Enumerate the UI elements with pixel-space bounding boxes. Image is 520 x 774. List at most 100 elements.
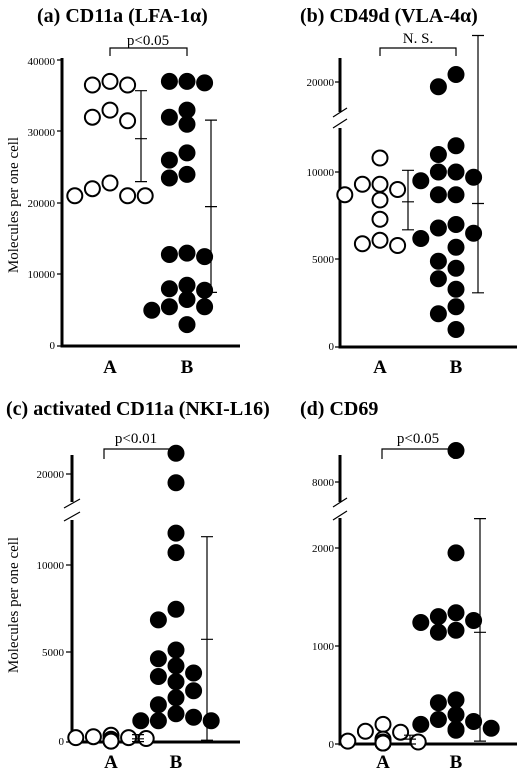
panel-b-sig-bracket — [379, 47, 457, 56]
data-point-b — [429, 146, 447, 163]
data-point-a — [409, 733, 427, 751]
panel-a-tickmarks — [57, 59, 62, 347]
panel-a-ylabel: Molecules per one cell — [6, 137, 22, 273]
panel-d-ytick: 8000 — [312, 477, 335, 489]
panel-a-significance: p<0.05 — [127, 33, 169, 49]
panel-b-axes — [338, 58, 517, 349]
panel-c-axis-break — [63, 498, 81, 522]
mean-sd-bar-a — [404, 734, 416, 745]
data-point-b — [429, 305, 447, 323]
data-point-b — [178, 316, 196, 334]
panel-b-axis-break — [332, 107, 348, 129]
data-point-b — [178, 165, 196, 183]
panel-b-title: (b) CD49d (VLA-4α) — [300, 5, 478, 27]
panel-c: (c) activated CD11a (NKI-L16) Molecules … — [6, 398, 270, 773]
mean-sd-bar-a — [135, 90, 147, 183]
data-point-b — [160, 246, 178, 263]
panel-d-ytick: 0 — [329, 739, 335, 751]
data-point-b — [160, 280, 178, 298]
data-point-a — [371, 175, 389, 193]
mean-sd-bar-a — [132, 734, 144, 743]
data-point-b — [429, 711, 447, 728]
panel-a-ytick: 10000 — [28, 269, 56, 281]
data-point-b — [185, 708, 203, 726]
panel-c-data-points — [67, 444, 220, 750]
data-point-b — [482, 719, 500, 737]
data-point-b — [429, 252, 447, 270]
data-point-b — [178, 101, 196, 119]
panel-a-sig-bracket — [109, 47, 188, 56]
panel-c-ytick: 0 — [59, 736, 65, 748]
data-point-a — [336, 186, 354, 204]
data-point-a — [101, 72, 119, 90]
data-point-a — [83, 108, 101, 126]
panel-a-category-label: B — [181, 357, 194, 378]
data-point-b — [178, 72, 196, 90]
data-point-b — [429, 78, 447, 96]
data-point-b — [447, 621, 465, 639]
data-point-a — [339, 732, 357, 750]
data-point-b — [167, 673, 185, 691]
panel-b: (b) CD49d (VLA-4α) 20000 10000 5000 0 N.… — [300, 5, 517, 378]
panel-b-tickmarks — [335, 81, 340, 348]
data-point-b — [412, 172, 430, 190]
data-point-b — [447, 691, 465, 709]
panel-d-axis-break — [332, 497, 348, 521]
panel-c-ylabel: Molecules per one cell — [6, 537, 22, 673]
data-point-b — [149, 696, 167, 714]
mean-sd-bar-b — [472, 34, 484, 294]
panel-c-category-label: A — [104, 752, 118, 773]
data-point-b — [167, 600, 185, 618]
panel-b-data-points — [336, 34, 484, 338]
data-point-b — [149, 712, 167, 730]
data-point-b — [447, 298, 465, 316]
data-point-b — [167, 444, 185, 462]
data-point-b — [149, 611, 167, 629]
data-point-a — [353, 175, 371, 193]
data-point-b — [447, 186, 465, 204]
data-point-b — [447, 544, 465, 562]
data-point-b — [160, 169, 178, 187]
data-point-b — [160, 108, 178, 126]
panel-a-category-label: A — [103, 357, 117, 378]
data-point-a — [120, 729, 138, 747]
data-point-b — [149, 650, 167, 668]
data-point-b — [429, 219, 447, 237]
data-point-b — [429, 623, 447, 641]
data-point-a — [374, 715, 392, 733]
data-point-b — [160, 298, 178, 316]
panel-b-category-label: A — [373, 357, 387, 378]
data-point-b — [412, 614, 430, 631]
data-point-b — [178, 144, 196, 162]
data-point-b — [465, 612, 483, 629]
mean-sd-bar-b — [205, 119, 217, 293]
data-point-b — [447, 604, 465, 622]
data-point-a — [119, 187, 137, 205]
panel-b-ytick: 20000 — [307, 77, 335, 89]
data-point-a — [356, 722, 374, 740]
data-point-b — [167, 524, 185, 542]
data-point-b — [447, 280, 465, 298]
data-point-a — [371, 191, 389, 209]
data-point-b — [196, 74, 214, 92]
data-point-b — [429, 608, 447, 626]
data-point-a — [119, 112, 137, 130]
data-point-b — [465, 713, 483, 730]
data-point-a — [374, 734, 392, 752]
panel-b-ytick: 5000 — [312, 254, 335, 266]
data-point-b — [167, 474, 185, 492]
data-point-b — [132, 712, 150, 730]
data-point-b — [447, 66, 465, 83]
panel-d-significance: p<0.05 — [397, 431, 439, 447]
panel-d-tickmarks — [335, 481, 340, 745]
data-point-b — [167, 689, 185, 707]
panel-d: (d) CD69 8000 2000 1000 0 p<0.05 A B — [300, 398, 517, 773]
data-point-b — [429, 163, 447, 181]
data-point-b — [202, 712, 220, 730]
panel-d-sig-bracket — [381, 448, 455, 459]
panel-d-ytick: 1000 — [312, 641, 335, 653]
data-point-a — [102, 732, 120, 750]
panel-c-title: (c) activated CD11a (NKI-L16) — [6, 398, 270, 420]
data-point-b — [447, 706, 465, 724]
